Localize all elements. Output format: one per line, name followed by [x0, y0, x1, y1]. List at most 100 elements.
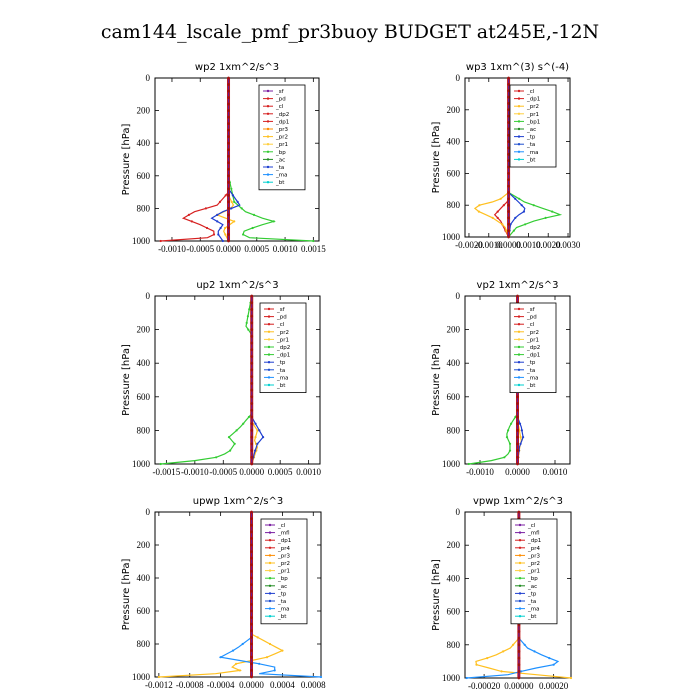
x-tick-label: 0.0000 — [216, 244, 241, 254]
zero-profile-point — [227, 239, 230, 243]
zero-profile-point — [227, 200, 230, 204]
zero-profile-point — [517, 669, 521, 673]
legend-entry: _pr1 — [275, 142, 288, 148]
legend-entry: _pr2 — [276, 330, 289, 336]
zero-profile-point — [250, 361, 254, 365]
zero-profile-point — [250, 510, 253, 514]
zero-profile-point — [516, 402, 519, 405]
zero-profile-point — [250, 455, 254, 459]
legend-entry: _dp2 — [276, 345, 290, 351]
series_bp1-point — [524, 223, 527, 226]
panel-title: wp2 1xm^2/s^3 — [195, 62, 279, 73]
series_pr2-point — [491, 216, 494, 219]
zero-profile-point — [250, 523, 253, 527]
legend-marker — [267, 338, 271, 341]
series_pr2-point — [238, 669, 241, 672]
legend-entry: _pr3 — [277, 553, 291, 559]
zero-profile-point — [250, 576, 253, 580]
series_ta-line — [210, 78, 241, 242]
series_dp2-point — [503, 456, 506, 459]
chart-panel-5: upwp 1xm^2/s^3 0 200 400 600 800 1000 Pressure … — [121, 496, 326, 690]
zero-profile-point — [250, 636, 253, 639]
legend-marker — [266, 158, 270, 161]
legend-entry: _ma — [526, 375, 538, 381]
y-tick-label: 1000 — [442, 459, 461, 469]
series_tp-point — [262, 436, 265, 439]
legend-marker — [266, 105, 270, 108]
series_dp2-point — [242, 422, 245, 425]
series_bp1-point — [518, 197, 521, 200]
series_dp2-point — [227, 436, 231, 439]
zero-profile-point — [250, 368, 254, 372]
zero-profile-point — [507, 184, 510, 188]
series_dp2-point — [510, 422, 513, 425]
y-tick-label: 1000 — [442, 673, 461, 683]
zero-profile-point — [507, 197, 510, 201]
legend-entry: _cl — [526, 89, 535, 95]
legend-entry: _pr1 — [527, 569, 540, 575]
plot-frame — [154, 511, 322, 678]
zero-profile-point — [250, 517, 253, 520]
zero-profile-point — [227, 141, 230, 145]
legend-entry: _dp1 — [277, 538, 291, 544]
series_ta-point — [216, 213, 219, 216]
series_pr2-point — [268, 642, 272, 646]
series_dp2-point — [508, 449, 512, 452]
series_pr2-point — [569, 676, 573, 680]
x-tick-label: -0.0015 — [153, 467, 181, 477]
feature-line — [160, 78, 230, 242]
legend-marker — [268, 523, 272, 527]
legend-marker — [518, 546, 522, 549]
legend-marker — [517, 368, 521, 371]
legend-marker — [517, 112, 521, 116]
legend-marker — [518, 539, 522, 542]
series_ta-point — [230, 207, 233, 210]
legend-marker — [266, 127, 270, 131]
zero-profile-point — [227, 180, 230, 184]
series_pr2-point — [501, 223, 504, 226]
x-tick-label: 0.00000 — [504, 681, 534, 691]
series_bp1-point — [532, 204, 535, 207]
legend-entry: _tp — [276, 360, 286, 366]
series_pr2-point — [499, 197, 502, 200]
zero-profile-point — [507, 108, 510, 112]
zero-profile-point — [250, 334, 254, 338]
legend-marker — [518, 592, 522, 595]
zero-profile-point — [507, 89, 510, 93]
series_cl-line — [493, 78, 510, 238]
panel-title: wp3 1xm^(3) s^(-4) — [466, 62, 569, 73]
legend-marker — [517, 127, 521, 131]
series_pr2-point — [478, 204, 481, 207]
series_tp-point — [254, 422, 257, 425]
x-tick-label: 0.0010 — [296, 467, 321, 477]
legend-entry: _mfl — [277, 531, 290, 537]
legend-marker — [517, 158, 521, 161]
y-tick-label: 800 — [447, 425, 461, 435]
zero-profile-point — [250, 429, 254, 432]
legend-marker — [517, 307, 521, 311]
y-axis-label: Pressure [hPa] — [431, 122, 442, 194]
legend-entry: _bt — [277, 614, 287, 620]
series_ta-point — [219, 226, 222, 230]
y-axis-label: Pressure [hPa] — [121, 559, 132, 631]
zero-profile-point — [507, 146, 510, 150]
zero-profile-point — [250, 301, 254, 305]
zero-profile-point — [227, 96, 230, 99]
series_ta-curve — [210, 76, 241, 243]
y-tick-label: 1000 — [132, 672, 151, 682]
legend-marker — [267, 368, 271, 371]
series_ma-point — [319, 675, 323, 679]
legend-marker — [268, 615, 272, 618]
zero-profile-point — [517, 676, 521, 680]
legend-entry: _ta — [275, 165, 284, 171]
series_pr2-point — [256, 636, 259, 639]
legend-marker — [517, 345, 521, 349]
legend-marker — [267, 376, 271, 379]
series_ma-point — [258, 662, 261, 665]
legend-entry: _tp — [527, 591, 537, 597]
x-tick-label: -0.0010 — [475, 240, 503, 250]
legend-entry: _tp — [277, 591, 287, 597]
y-tick-label: 0 — [146, 291, 151, 301]
y-tick-label: 600 — [137, 171, 151, 181]
